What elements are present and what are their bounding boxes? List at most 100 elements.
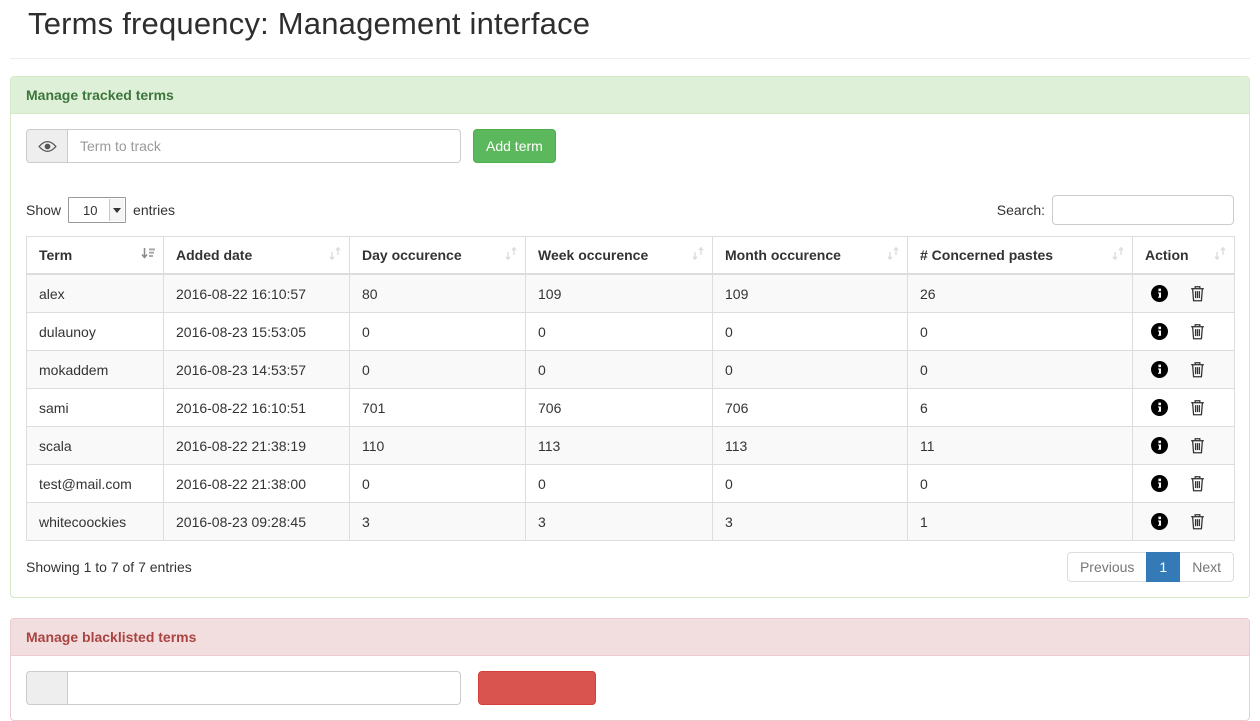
sort-asc-icon (141, 247, 155, 263)
day-cell: 0 (349, 312, 526, 351)
trash-icon[interactable] (1190, 513, 1205, 530)
action-cell (1132, 350, 1235, 389)
term-cell: alex (26, 273, 164, 313)
info-icon[interactable] (1151, 361, 1168, 378)
trash-icon[interactable] (1190, 285, 1205, 302)
column-header-concerned-pastes[interactable]: # Concerned pastes (907, 236, 1133, 275)
pagination-page-1-button[interactable]: 1 (1146, 552, 1181, 582)
column-header-month-occurence[interactable]: Month occurence (712, 236, 908, 275)
column-header-action[interactable]: Action (1132, 236, 1235, 275)
week-cell: 3 (525, 502, 713, 541)
pagination: Previous 1 Next (1066, 552, 1234, 582)
added-cell: 2016-08-22 16:10:57 (163, 273, 350, 313)
add-term-button[interactable]: Add term (473, 129, 556, 163)
table-row: sami 2016-08-22 16:10:51 701 706 706 6 (26, 388, 1235, 427)
title-divider (10, 58, 1250, 59)
term-cell: scala (26, 426, 164, 465)
table-row: whitecoockies 2016-08-23 09:28:45 3 3 3 1 (26, 502, 1235, 541)
column-header-day-occurence[interactable]: Day occurence (349, 236, 526, 275)
table-info-text: Showing 1 to 7 of 7 entries (26, 559, 192, 575)
pagination-previous-button[interactable]: Previous (1066, 552, 1148, 582)
sort-both-icon (505, 246, 517, 263)
month-cell: 3 (712, 502, 908, 541)
column-header-week-occurence[interactable]: Week occurence (525, 236, 713, 275)
sort-both-icon (887, 246, 899, 263)
action-cell (1132, 426, 1235, 465)
action-cell (1132, 312, 1235, 351)
info-icon[interactable] (1151, 475, 1168, 492)
tracked-terms-panel: Manage tracked terms Add term Show 10 en… (10, 76, 1250, 598)
term-cell: dulaunoy (26, 312, 164, 351)
info-icon[interactable] (1151, 513, 1168, 530)
search-input[interactable] (1052, 195, 1234, 225)
month-cell: 706 (712, 388, 908, 427)
trash-icon[interactable] (1190, 323, 1205, 340)
info-icon[interactable] (1151, 437, 1168, 454)
track-term-input-group (26, 129, 461, 163)
table-row: test@mail.com 2016-08-22 21:38:00 0 0 0 0 (26, 464, 1235, 503)
day-cell: 0 (349, 464, 526, 503)
blacklist-term-input[interactable] (67, 671, 461, 705)
search-label: Search: (996, 202, 1045, 218)
page-length-value: 10 (83, 202, 98, 218)
blacklist-addon-icon (26, 671, 67, 705)
action-cell (1132, 464, 1235, 503)
week-cell: 113 (525, 426, 713, 465)
blacklisted-terms-panel-body (11, 656, 1249, 720)
blacklisted-terms-panel: Manage blacklisted terms (10, 618, 1250, 721)
added-cell: 2016-08-23 09:28:45 (163, 502, 350, 541)
day-cell: 110 (349, 426, 526, 465)
pastes-cell: 0 (907, 312, 1133, 351)
sort-both-icon (1112, 246, 1124, 263)
info-icon[interactable] (1151, 399, 1168, 416)
table-header-row: Term Added date Day occurence (26, 236, 1235, 275)
page-title: Terms frequency: Management interface (28, 6, 591, 41)
pastes-cell: 0 (907, 464, 1133, 503)
column-header-term[interactable]: Term (26, 236, 164, 275)
term-cell: whitecoockies (26, 502, 164, 541)
added-cell: 2016-08-22 21:38:19 (163, 426, 350, 465)
week-cell: 0 (525, 350, 713, 389)
trash-icon[interactable] (1190, 361, 1205, 378)
table-row: dulaunoy 2016-08-23 15:53:05 0 0 0 0 (26, 312, 1235, 351)
blacklisted-terms-panel-heading: Manage blacklisted terms (11, 619, 1249, 656)
term-cell: mokaddem (26, 350, 164, 389)
week-cell: 0 (525, 464, 713, 503)
trash-icon[interactable] (1190, 399, 1205, 416)
pastes-cell: 1 (907, 502, 1133, 541)
tracked-terms-table: Term Added date Day occurence (26, 236, 1235, 541)
trash-icon[interactable] (1190, 437, 1205, 454)
info-icon[interactable] (1151, 285, 1168, 302)
pagination-next-button[interactable]: Next (1179, 552, 1234, 582)
eye-icon (26, 129, 67, 163)
page-length-select[interactable]: 10 (68, 197, 127, 223)
track-term-input[interactable] (67, 129, 461, 163)
chevron-down-icon (109, 199, 125, 221)
table-row: mokaddem 2016-08-23 14:53:57 0 0 0 0 (26, 350, 1235, 389)
blacklist-add-button[interactable] (478, 671, 596, 705)
pastes-cell: 0 (907, 350, 1133, 389)
search-control: Search: (997, 195, 1234, 225)
month-cell: 0 (712, 350, 908, 389)
week-cell: 706 (525, 388, 713, 427)
info-icon[interactable] (1151, 323, 1168, 340)
term-cell: sami (26, 388, 164, 427)
day-cell: 701 (349, 388, 526, 427)
week-cell: 0 (525, 312, 713, 351)
sort-both-icon (1214, 246, 1226, 263)
term-cell: test@mail.com (26, 464, 164, 503)
added-cell: 2016-08-23 15:53:05 (163, 312, 350, 351)
action-cell (1132, 502, 1235, 541)
day-cell: 3 (349, 502, 526, 541)
column-header-added-date[interactable]: Added date (163, 236, 350, 275)
show-label: Show (26, 202, 62, 218)
week-cell: 109 (525, 273, 713, 313)
entries-label: entries (133, 202, 176, 218)
added-cell: 2016-08-22 16:10:51 (163, 388, 350, 427)
sort-both-icon (329, 246, 341, 263)
month-cell: 0 (712, 312, 908, 351)
table-row: alex 2016-08-22 16:10:57 80 109 109 26 (26, 273, 1235, 313)
trash-icon[interactable] (1190, 475, 1205, 492)
pastes-cell: 26 (907, 273, 1133, 313)
sort-both-icon (692, 246, 704, 263)
